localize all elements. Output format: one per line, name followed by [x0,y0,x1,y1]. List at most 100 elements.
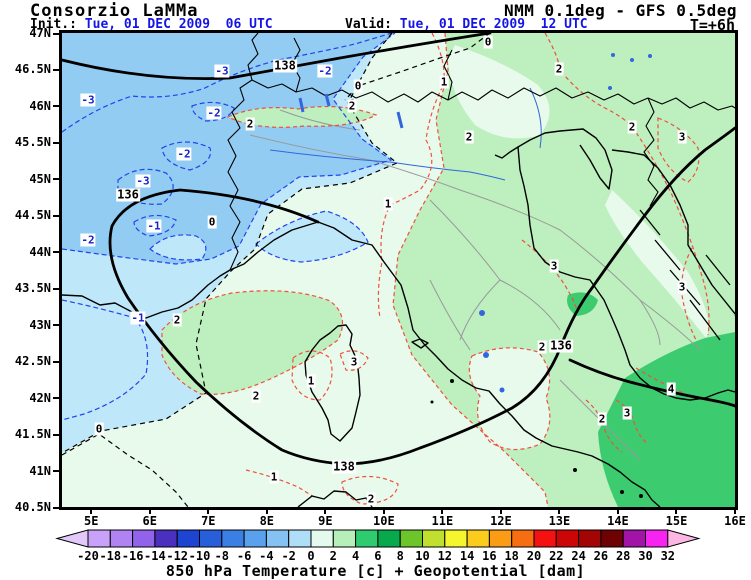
y-axis-label: 45.5N [14,135,51,150]
y-axis-tick [53,32,60,35]
coastline [611,149,735,316]
valid-time: Valid: Tue, 01 DEC 2009 12 UTC [345,17,588,32]
colorbar-cell [55,529,89,548]
temperature-label: -2 [206,106,222,120]
x-axis-label: 7E [201,514,216,528]
colorbar-cell [511,529,535,548]
x-axis-label: 12E [490,514,512,528]
national-border [227,33,259,271]
y-axis-tick [53,178,60,181]
colorbar-value: 22 [549,549,564,563]
x-axis-label: 8E [259,514,275,528]
lake-icon [611,53,615,57]
colorbar-value: 30 [638,549,653,563]
colorbar-cell [466,529,490,548]
x-axis-tick [734,507,736,514]
temperature-label: 3 [622,406,632,420]
x-axis-label: 16E [724,514,746,528]
temperature-label: 0 [353,79,363,93]
colorbar-cell [355,529,379,548]
x-axis-label: 10E [373,514,395,528]
valid-label: Valid: [345,17,392,32]
temp-contour-negative [191,101,235,122]
region-border [279,109,361,131]
temperature-label: 2 [251,389,261,403]
temperature-label: -2 [176,147,192,161]
temp-contour-negative [62,299,149,421]
colorbar-cell [399,529,424,548]
colorbar-value: 20 [526,549,542,563]
region-border [429,279,471,351]
temperature-label: 3 [677,280,687,294]
y-axis-tick [53,397,60,400]
lake-icon [630,58,634,62]
temp-contour-positive [585,399,623,453]
x-axis-label: 11E [431,514,454,528]
colorbar-cell [667,529,701,548]
geopotential-contour [568,358,735,408]
colorbar-value: 4 [351,549,360,563]
colorbar-value: 28 [615,549,631,563]
temperature-label: 0 [207,215,217,229]
temp-contour-positive [681,247,697,341]
temperature-label: 2 [554,62,564,76]
temp-contour-negative [255,210,369,263]
colorbar-value: 10 [415,549,430,563]
temp-contour-positive [657,117,700,183]
y-axis-tick [53,360,60,363]
x-axis-tick [90,507,93,514]
colorbar-cell [221,529,245,548]
colorbar-cell [87,529,111,548]
colorbar-value: -10 [188,549,211,563]
brand-title: Consorzio LaMMa [30,1,199,21]
map-shape [150,234,206,260]
colorbar-value: -14 [144,549,166,563]
colorbar-value: 18 [504,549,519,563]
map-shape [256,211,368,262]
x-axis-label: 5E [84,514,99,528]
colorbar-value: -16 [121,549,144,563]
y-axis-tick [53,324,60,327]
colorbar-value: 14 [459,549,475,563]
colorbar-value: -12 [166,549,189,563]
lake-icon [479,310,485,316]
colorbar-value: -6 [236,549,252,563]
temperature-label: 0 [483,35,493,49]
lake-icon [608,86,612,90]
map-shape [62,434,188,507]
x-axis-tick [148,507,151,514]
y-axis-tick [53,251,60,254]
temp-contour-negative [149,234,207,261]
coastline [297,490,373,507]
region-border [429,199,561,331]
init-label: Init.: [30,17,77,32]
national-border [647,97,735,111]
temperature-label: -3 [214,64,230,78]
x-axis-tick [324,507,327,514]
lake-icon [648,54,652,58]
colorbar-cell [555,529,580,548]
lead-time: T=+6h [689,16,735,34]
temp-contour-positive [615,399,649,445]
colorbar-value: 32 [660,549,676,563]
lake-icon [396,111,404,129]
y-axis-tick [53,141,60,144]
lake-icon [450,379,454,383]
y-axis-label: 40.5N [14,500,51,514]
temp-band-neg4-neg2 [62,33,395,264]
colorbar-cell [109,529,134,548]
national-border [443,49,453,101]
x-axis-label: 13E [548,514,571,528]
colorbar-cell [600,529,624,548]
x-axis-tick [382,507,385,514]
coastline [62,221,661,507]
temperature-label: 2 [172,313,182,327]
temp-contour-positive [341,475,399,505]
chart-caption: 850 hPa Temperature [c] + Geopotential [… [165,562,586,580]
temp-contour-zero [62,433,189,507]
colorbar [55,529,701,548]
colorbar-value: 26 [593,549,609,563]
colorbar-cell [310,529,334,548]
temp-contour-positive [468,347,551,451]
geopotential-label: 136 [549,338,573,353]
